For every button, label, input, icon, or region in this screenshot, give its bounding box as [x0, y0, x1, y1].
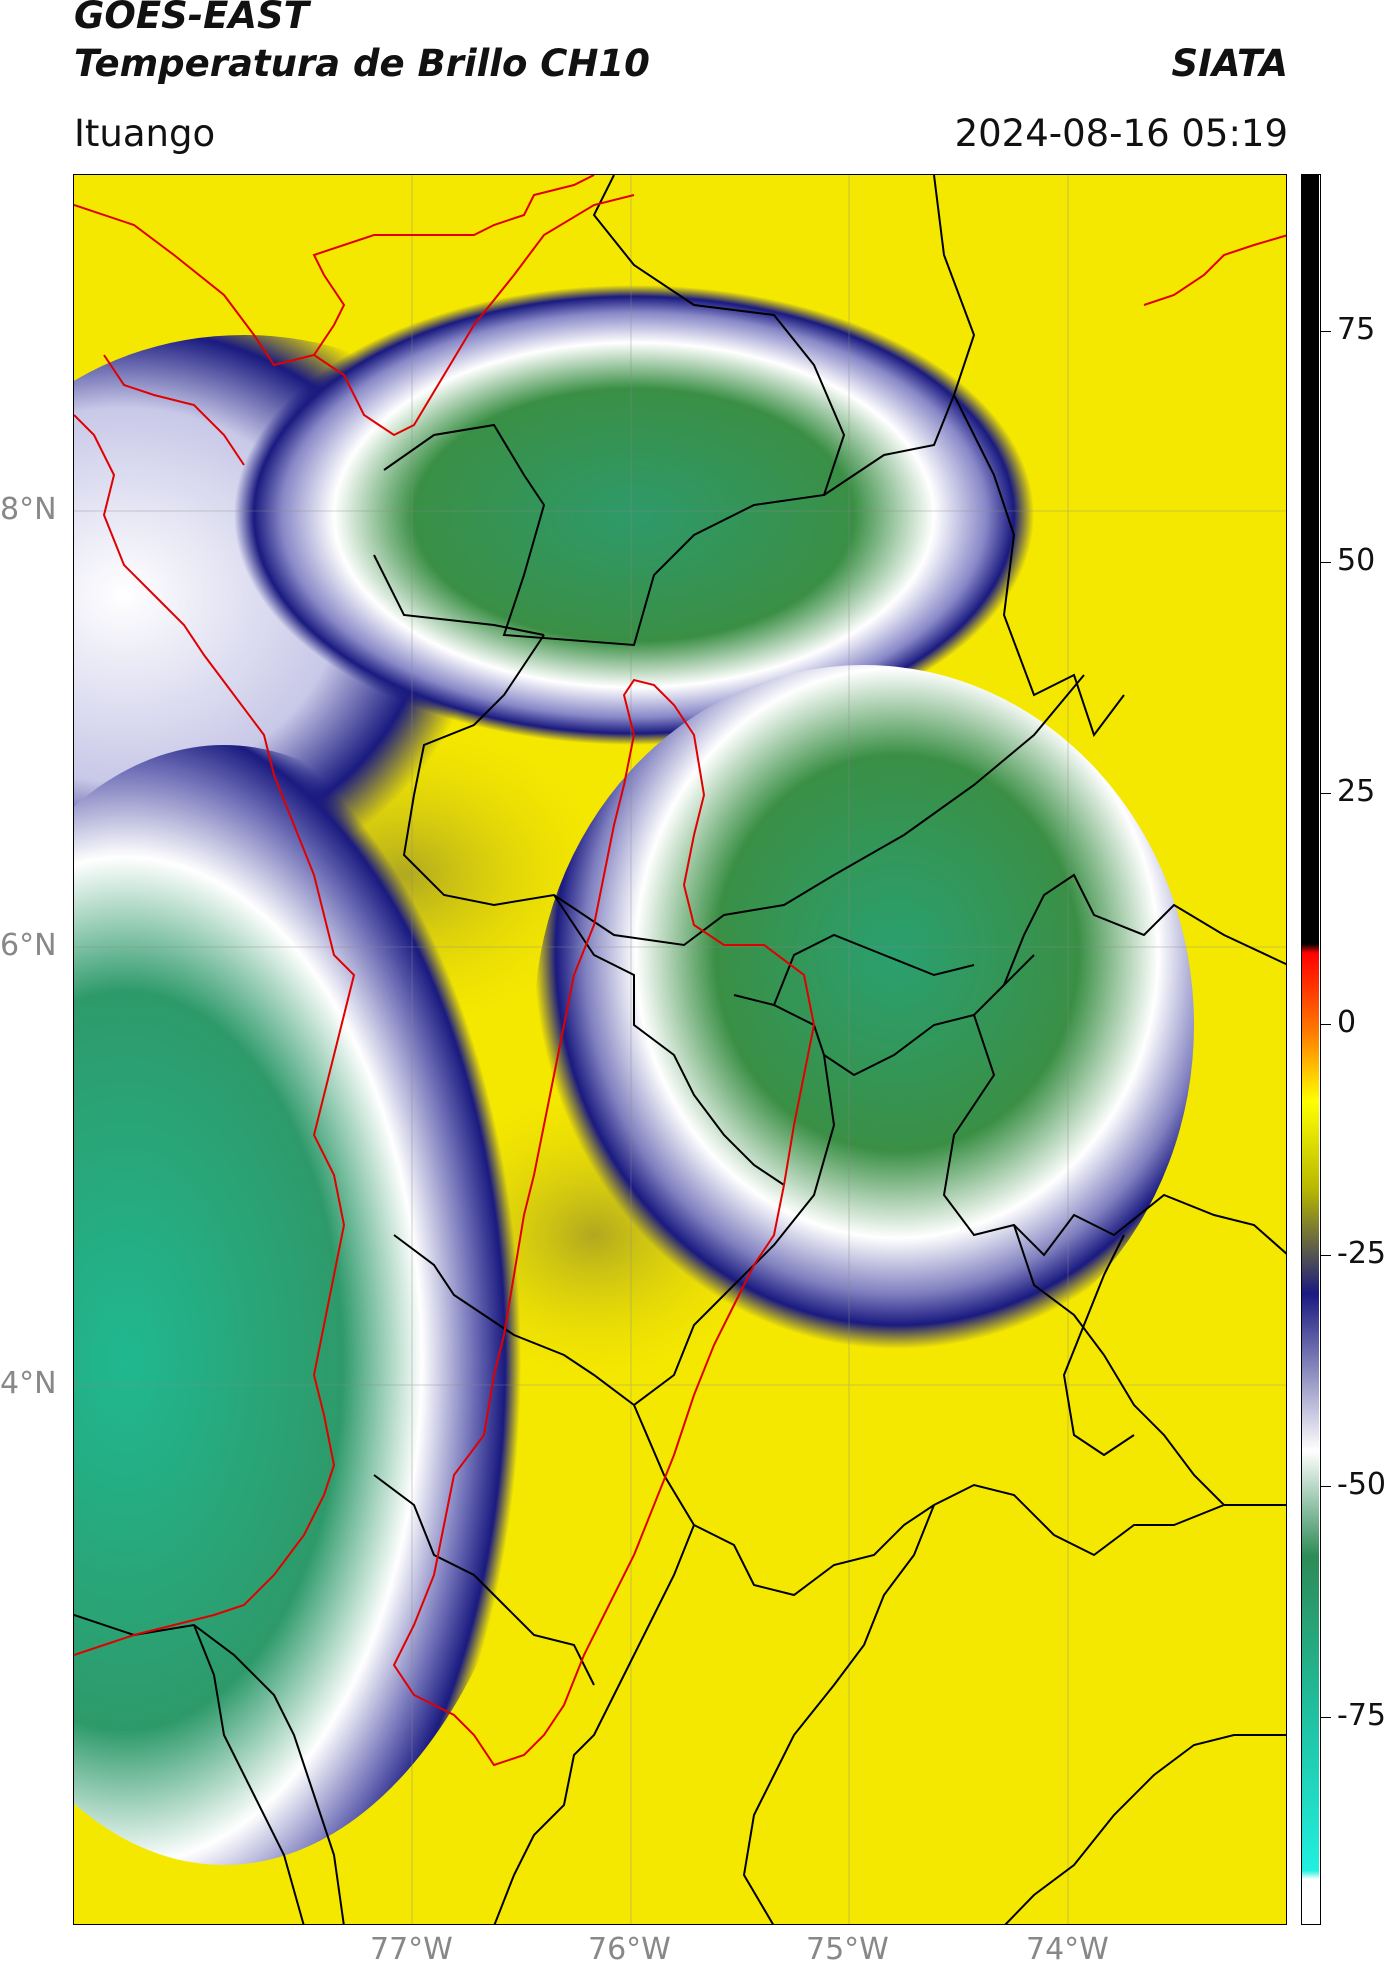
colorbar-label-minus75: -75 — [1337, 1698, 1384, 1733]
colorbar-tick — [1321, 331, 1331, 332]
colorbar-label-0: 0 — [1337, 1005, 1357, 1040]
cloud-north — [234, 285, 1034, 745]
lon-label-74w: 74°W — [1026, 1932, 1109, 1967]
lat-label-8n: 8°N — [0, 492, 57, 527]
colorbar — [1301, 174, 1321, 1925]
colorbar-label-minus50: -50 — [1337, 1467, 1384, 1502]
lon-label-77w: 77°W — [370, 1932, 453, 1967]
lat-label-6n: 6°N — [0, 928, 57, 963]
cloud-west — [74, 745, 554, 1865]
graticule — [74, 175, 1286, 1924]
map-canvas — [74, 175, 1286, 1924]
cloud-central — [534, 665, 1194, 1385]
lon-label-76w: 76°W — [588, 1932, 671, 1967]
datetime-label: 2024-08-16 05:19 — [954, 112, 1288, 155]
location-label: Ituango — [74, 112, 216, 155]
colorbar-tick — [1321, 562, 1331, 563]
colorbar-tick — [1321, 793, 1331, 794]
colorbar-tick — [1321, 1717, 1331, 1718]
colorbar-tick — [1321, 1255, 1331, 1256]
colorbar-label-minus25: -25 — [1337, 1236, 1384, 1271]
title-satellite: GOES-EAST — [74, 0, 309, 37]
national-boundaries — [74, 175, 1286, 1767]
colorbar-tick — [1321, 1024, 1331, 1025]
colorbar-gradient — [1302, 175, 1319, 1923]
colorbar-label-25: 25 — [1337, 774, 1376, 809]
department-boundaries — [74, 175, 1286, 1924]
lon-label-75w: 75°W — [806, 1932, 889, 1967]
brand-label: SIATA — [1171, 42, 1288, 85]
colorbar-label-50: 50 — [1337, 543, 1376, 578]
title-product: Temperatura de Brillo CH10 — [74, 42, 650, 85]
colorbar-label-75: 75 — [1337, 312, 1376, 347]
lat-label-4n: 4°N — [0, 1366, 57, 1401]
satellite-map — [73, 174, 1287, 1925]
colorbar-tick — [1321, 1486, 1331, 1487]
